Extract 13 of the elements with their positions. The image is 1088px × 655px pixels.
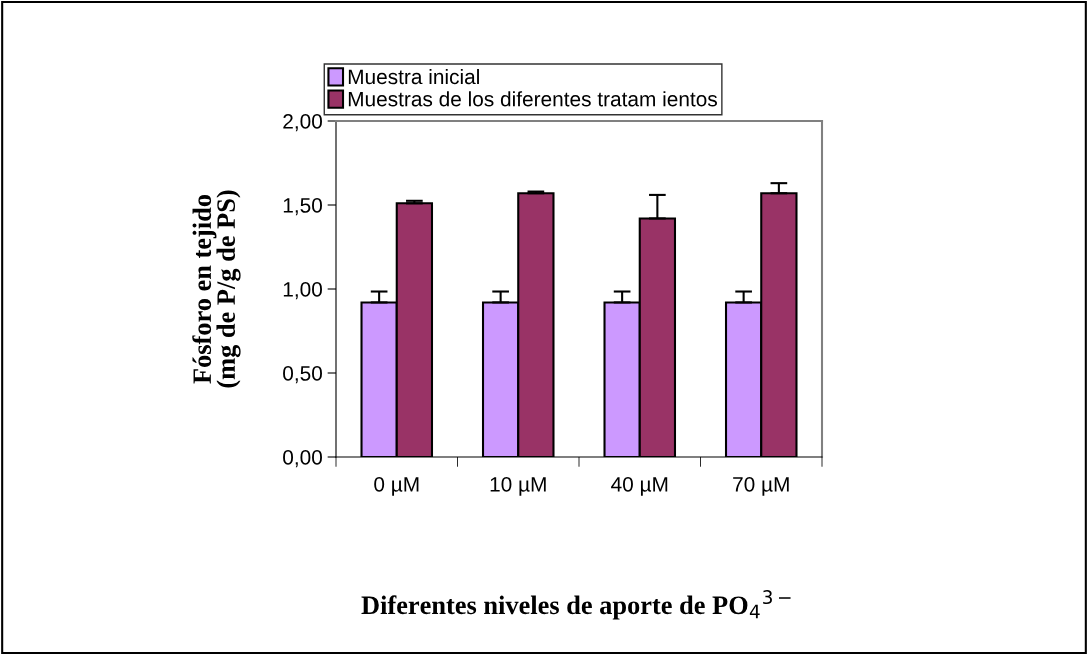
y-tick-label: 1,00 bbox=[283, 282, 322, 300]
legend-label: Muestras de los diferentes tratam ientos bbox=[348, 91, 717, 107]
y-tick-label: 0,00 bbox=[283, 450, 322, 468]
x-tick-label: 10 µM bbox=[490, 476, 546, 496]
x-tick-label: 0 µM bbox=[374, 476, 419, 496]
legend-label: Muestra inicial bbox=[348, 68, 479, 85]
y-axis-title: Fósforo en tejido (mg de P/g de PS) bbox=[192, 190, 241, 388]
x-axis-title: Diferentes niveles de aporte de PO$_{4}$$^{3−}$ bbox=[361, 590, 791, 620]
y-tick-label: 1,50 bbox=[283, 198, 322, 216]
x-tick-label: 40 µM bbox=[611, 476, 668, 496]
x-tick-label: 70 µM bbox=[733, 476, 789, 496]
y-tick-label: 2,00 bbox=[283, 114, 322, 132]
y-tick-label: 0,50 bbox=[283, 366, 322, 384]
